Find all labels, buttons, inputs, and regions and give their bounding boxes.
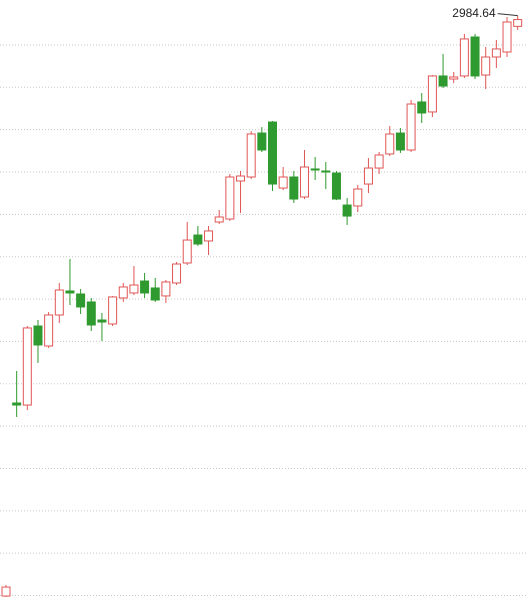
candle-body <box>172 263 182 284</box>
candle-body <box>502 21 512 53</box>
candle-body <box>193 234 203 245</box>
candle-body <box>54 289 64 316</box>
candle-body <box>310 168 320 171</box>
candle-body <box>374 154 384 169</box>
candle-body <box>129 284 139 294</box>
candle-body <box>342 204 352 217</box>
candle-body <box>204 230 214 242</box>
annotation-line <box>497 13 518 17</box>
candle-body <box>108 296 118 325</box>
candle-body <box>12 402 22 406</box>
candle-body <box>395 132 405 151</box>
candle-body <box>1 586 11 597</box>
candle-body <box>363 167 373 185</box>
candle-body <box>331 172 341 200</box>
candle-body <box>278 176 288 189</box>
candle-body <box>161 281 171 297</box>
candle-body <box>299 166 309 198</box>
candle-body <box>449 76 459 80</box>
candle-body <box>44 314 54 347</box>
candle-body <box>353 188 363 207</box>
candle-body <box>225 176 235 220</box>
candle-body <box>140 280 150 294</box>
candle-body <box>65 290 75 294</box>
candle-body <box>385 133 395 155</box>
candle-body <box>76 293 86 308</box>
candle-body <box>86 301 96 326</box>
candle-body <box>182 239 192 264</box>
candle-body <box>118 286 128 299</box>
candle-body <box>214 216 224 223</box>
candle-body <box>438 75 448 87</box>
candle-body <box>470 36 480 77</box>
candle-body <box>427 75 437 113</box>
candle-body <box>491 48 501 58</box>
candle-body <box>459 38 469 77</box>
candle-body <box>406 103 416 151</box>
candle-body <box>22 327 32 406</box>
candle-body <box>246 133 256 178</box>
candle-body <box>481 56 491 76</box>
candle-body <box>236 175 246 182</box>
candle-body <box>289 176 299 200</box>
candle-body <box>150 287 160 301</box>
candle-body <box>257 132 267 151</box>
max-annotation: 2984.64 <box>452 6 496 20</box>
candle-body <box>513 19 523 27</box>
candle-body <box>97 319 107 323</box>
candle-body <box>417 101 427 114</box>
candle-body <box>33 325 43 346</box>
candle-body <box>321 170 331 173</box>
candle-body <box>268 121 277 185</box>
